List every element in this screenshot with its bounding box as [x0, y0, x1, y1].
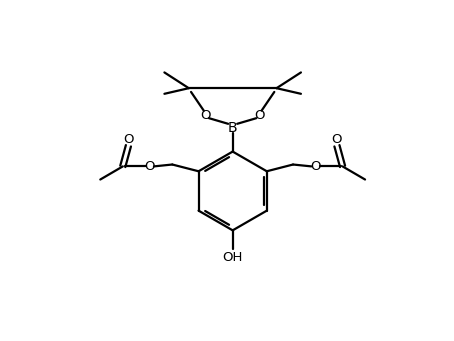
- Text: O: O: [310, 160, 321, 173]
- Text: O: O: [200, 109, 211, 122]
- Text: O: O: [254, 109, 265, 122]
- Text: OH: OH: [222, 251, 243, 264]
- Text: B: B: [228, 121, 237, 135]
- Text: O: O: [332, 133, 342, 146]
- Text: O: O: [144, 160, 155, 173]
- Text: O: O: [123, 133, 133, 146]
